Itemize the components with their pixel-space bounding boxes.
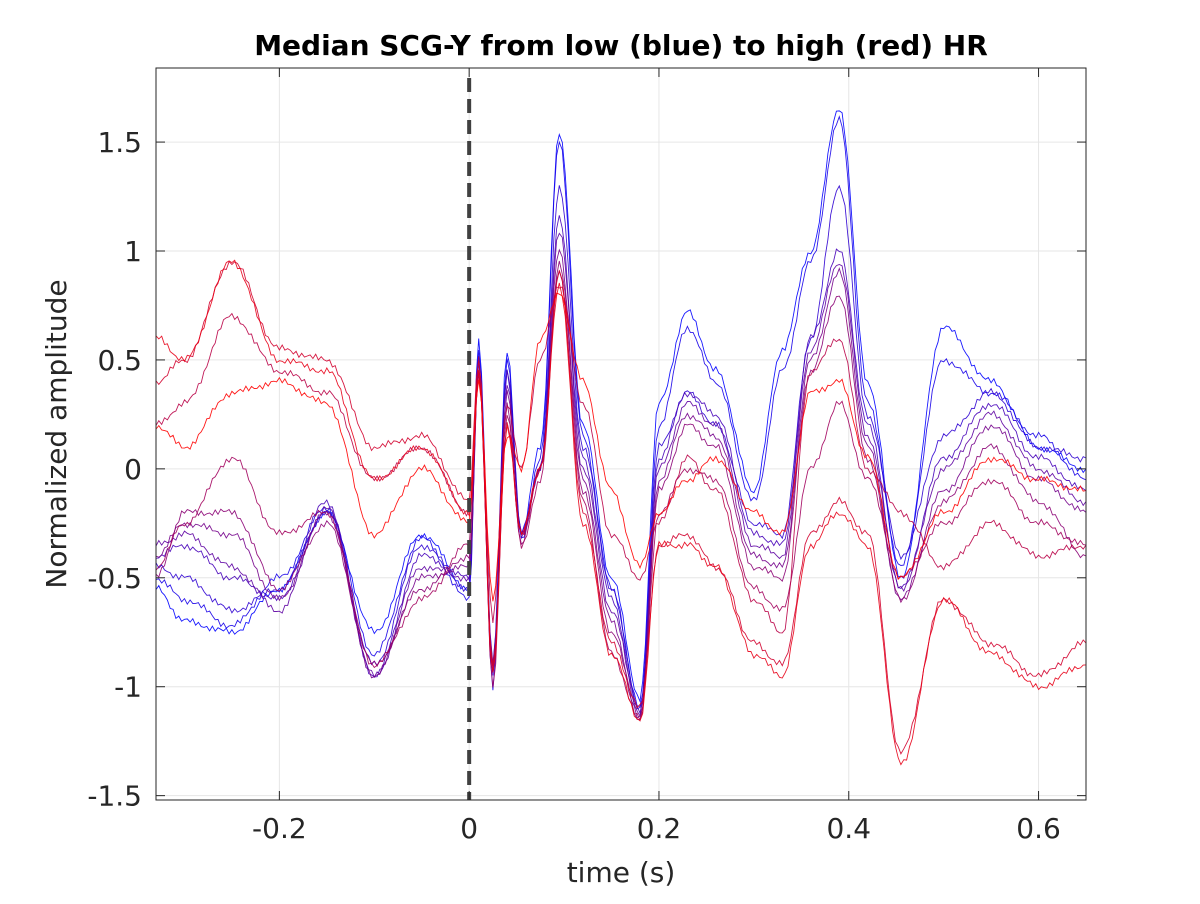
x-tick-label: 0.2 [637,812,682,845]
series-line [156,248,1086,719]
series-line [156,260,1086,720]
y-tick-label: 1 [124,235,142,268]
plot-frame [155,67,1087,801]
series-line [156,259,1086,766]
ticks: -0.2 0 0.2 0.4 0.6 -1.5 -1 -0.5 0 0.5 1 1.5 [87,68,1086,845]
series-line [156,232,1086,718]
x-axis-label: time (s) [567,856,676,889]
series-line [156,292,1086,602]
plot-background [156,68,1086,800]
y-tick-label: -0.5 [87,562,142,595]
x-tick-label: -0.2 [252,812,307,845]
x-tick-label: 0.4 [826,812,871,845]
grid [156,68,1086,800]
series-line [156,260,1086,755]
chart-title: Median SCG-Y from low (blue) to high (re… [254,29,988,62]
y-tick-label: -1 [114,671,142,704]
series-line [156,115,1086,708]
series-line [156,269,1086,722]
series-line [156,286,1086,634]
x-tick-label: 0.6 [1016,812,1061,845]
y-tick-label: 1.5 [97,126,142,159]
y-tick-label: -1.5 [87,780,142,813]
series-line [156,215,1086,715]
y-axis-label: Normalized amplitude [40,279,73,588]
x-tick-label: 0 [460,812,478,845]
y-tick-label: 0 [124,453,142,486]
series-layer [156,110,1086,766]
y-tick-label: 0.5 [97,344,142,377]
